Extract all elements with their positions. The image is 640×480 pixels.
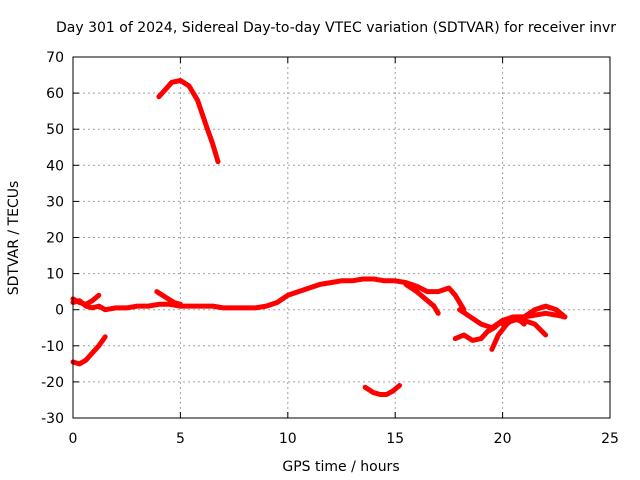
x-tick-label: 15 [386,431,404,447]
series-arc-7 [403,281,441,316]
x-tick-label: 0 [69,431,78,447]
x-tick-label: 25 [601,431,619,447]
series-arc-1 [70,276,467,313]
y-axis-label: SDTVAR / TECUs [6,181,22,296]
x-tick-label: 20 [494,431,512,447]
y-tick-label: -20 [41,375,64,391]
series-arc-11 [457,307,549,338]
chart-title: Day 301 of 2024, Sidereal Day-to-day VTE… [56,20,616,36]
series-layer [70,78,568,397]
series-arc-2 [70,292,102,307]
x-tick-label: 5 [176,431,185,447]
x-tick-label: 10 [279,431,297,447]
y-tick-label: 20 [46,231,64,247]
series-arc-6 [362,383,402,397]
series-arc-10 [500,303,568,327]
axes-ticks: -30 -20 -10 0 10 20 30 40 50 60 70 0 5 10 15 20 25 [41,50,619,447]
y-tick-label: -10 [41,339,64,355]
y-tick-label: 50 [46,122,64,138]
y-tick-label: 0 [55,303,64,319]
x-axis-label: GPS time / hours [282,459,399,475]
y-tick-label: 70 [46,50,64,66]
y-tick-label: -30 [41,411,64,427]
y-tick-label: 40 [46,158,64,174]
series-arc-3 [70,334,108,367]
y-tick-label: 60 [46,86,64,102]
grid [73,57,610,418]
y-tick-label: 10 [46,267,64,283]
series-arc-5 [154,289,183,307]
y-tick-label: 30 [46,194,64,210]
series-arc-4 [156,78,221,165]
